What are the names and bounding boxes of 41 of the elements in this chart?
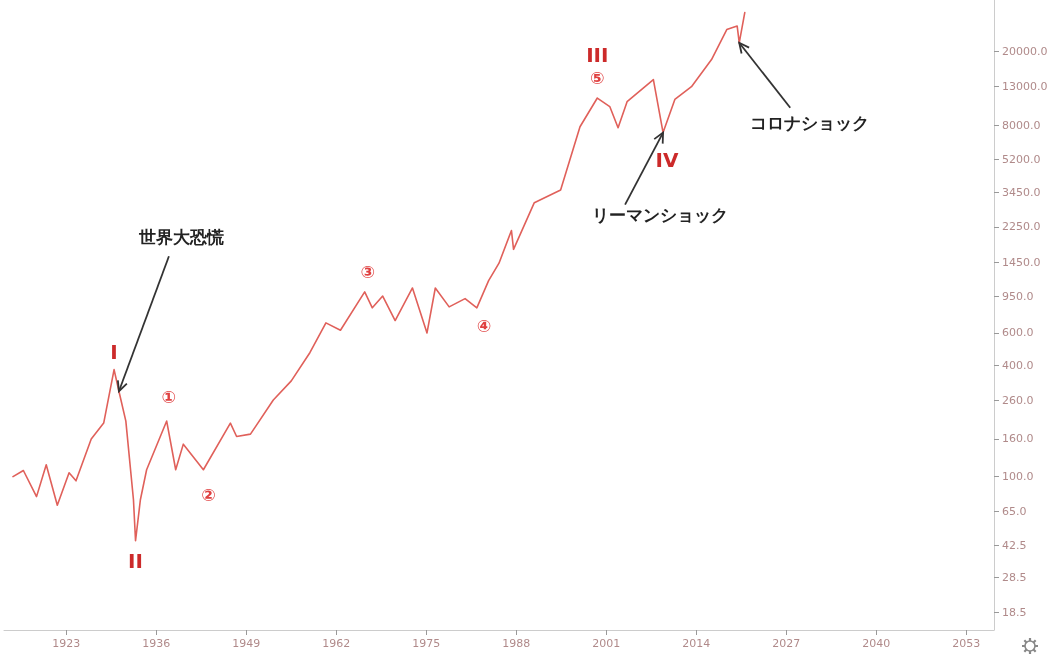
y-tick-label: 600.0: [1002, 326, 1034, 340]
y-tick-label: 42.5: [1002, 538, 1027, 552]
y-tick-label: 8000.0: [1002, 118, 1041, 132]
annotation: IV: [655, 147, 680, 172]
x-tick-label: 1962: [322, 637, 351, 650]
x-tick-label: 2014: [682, 637, 711, 650]
annotation: III: [586, 43, 609, 68]
y-tick-label: 20000.0: [1002, 45, 1048, 59]
y-tick-label: 160.0: [1002, 432, 1034, 446]
annotation: ⑤: [590, 68, 605, 89]
y-tick-label: 1450.0: [1002, 255, 1041, 269]
x-tick-label: 1949: [232, 637, 261, 650]
y-tick-label: 100.0: [1002, 470, 1034, 484]
y-tick-label: 260.0: [1002, 393, 1034, 407]
annotation: コロナショック: [749, 112, 869, 133]
x-tick-label: 1923: [52, 637, 81, 650]
x-tick-label: 1988: [502, 637, 531, 650]
y-tick-label: 13000.0: [1002, 79, 1048, 93]
y-tick-label: 5200.0: [1002, 153, 1041, 167]
x-tick-label: 2040: [862, 637, 891, 650]
x-tick-label: 1975: [412, 637, 441, 650]
y-tick-label: 65.0: [1002, 504, 1027, 518]
y-tick-label: 400.0: [1002, 358, 1034, 372]
annotation: ④: [476, 315, 492, 336]
annotation: ②: [201, 484, 216, 505]
line-series: [12, 11, 746, 542]
annotation: ①: [161, 387, 176, 408]
x-tick-label: 2053: [952, 637, 981, 650]
y-tick-label: 18.5: [1002, 605, 1027, 619]
y-tick-label: 2250.0: [1002, 220, 1041, 234]
annotation: 世界大恐慌: [138, 227, 225, 248]
annotation: II: [128, 548, 143, 573]
y-tick-label: 3450.0: [1002, 186, 1041, 200]
annotation: I: [110, 339, 118, 364]
annotation: ③: [360, 261, 375, 282]
y-tick-label: 950.0: [1002, 289, 1034, 303]
x-tick-label: 2027: [772, 637, 801, 650]
annotation: リーマンショック: [592, 204, 729, 225]
x-tick-label: 2001: [592, 637, 621, 650]
y-tick-label: 28.5: [1002, 570, 1027, 584]
x-tick-label: 1936: [142, 637, 171, 650]
